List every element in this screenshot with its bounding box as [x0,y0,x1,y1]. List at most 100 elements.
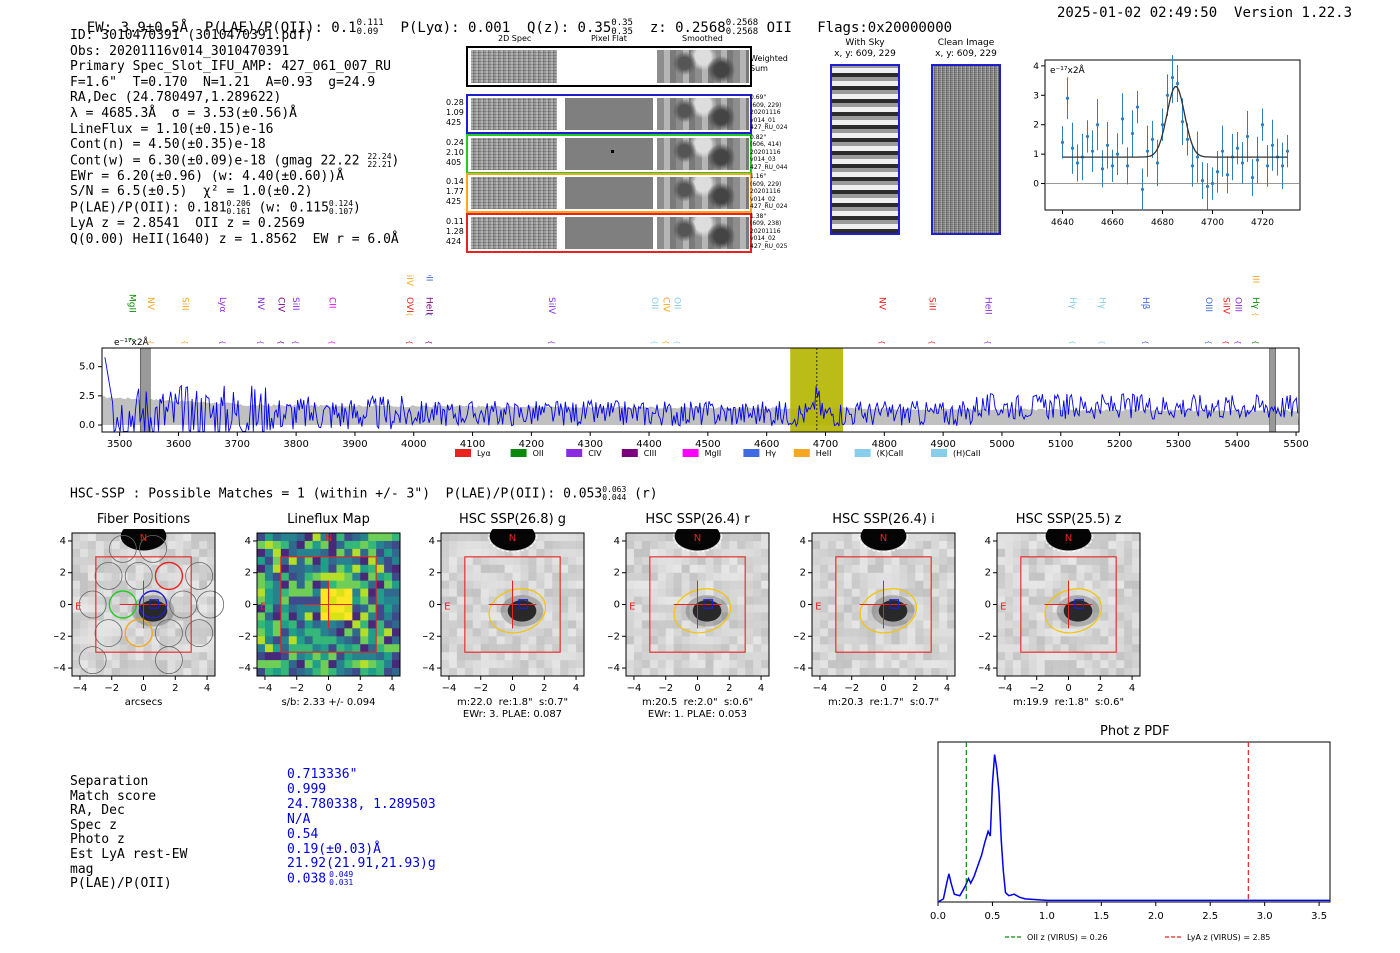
hsc-pixel [883,580,892,589]
hsc-pixel [456,652,466,661]
hsc-pixel [167,596,176,605]
hsc-pixel [496,636,505,645]
hsc-pixel [761,572,770,581]
hsc-ytick-label: 4 [614,536,620,547]
hsc-pixel [320,548,329,558]
hsc-pixel [207,636,216,645]
hsc-pixel [997,604,1006,613]
hsc-pixel [899,596,908,605]
hsc-pixel [304,644,313,653]
hsc-pixel [512,660,521,669]
hsc-pixel [843,533,853,542]
hsc-pixel [568,628,577,637]
hsc-pixel [191,620,200,629]
fiber-note: 0.82" [750,133,767,141]
hsc-pixel [183,580,192,589]
spectrum-line-bracket: { [878,340,886,344]
hsc-pixel [87,572,97,581]
spectrum-legend-swatch [793,449,810,457]
hsc-pixel [336,580,345,589]
hsc-pixel [729,604,738,613]
hsc-pixel [1068,596,1077,605]
hsc-pixel [264,644,274,653]
hsc-pixel [72,636,81,645]
fiber-note: 427_RU_024 [750,124,788,132]
hsc-pixel [907,572,916,581]
hsc-pixel [761,660,770,669]
hsc-pixel [1044,572,1053,581]
hsc-pixel [352,660,361,669]
hsc-pixel [1060,644,1069,653]
hsc-pixel [336,596,345,605]
hsc-pixel [560,628,569,637]
hsc-pixel [312,612,321,621]
spectrum-line-bracket: { [328,340,336,344]
hsc-pixel [576,564,585,574]
hsc-pixel [87,540,97,550]
hsc-pixel [1084,628,1093,637]
hsc-pixel [812,604,821,613]
hsc-xtick-label: 2 [726,683,732,694]
hsc-pixel [504,556,513,566]
hsc-pixel [207,620,216,629]
hsc-pixel [472,596,482,605]
hsc-xtick-label: −2 [658,683,673,694]
hsc-pixel [264,620,274,629]
hsc-pixel [737,652,746,661]
hsc-pixel [997,572,1006,581]
hsc-pixel [191,540,200,550]
hsc-pixel [1116,540,1125,550]
hsc-pixel [819,588,829,597]
hsc-pixel [899,620,908,629]
hsc-pixel [552,668,561,677]
hsc-pixel [352,628,361,637]
hsc-pixel [504,572,513,581]
hsc-pixel [520,548,529,558]
hsc-pixel [721,620,730,629]
spectrum-line-label: Hγ [1097,297,1107,310]
hsc-pixel [697,644,706,653]
hsc-pixel [1052,612,1061,621]
spectrum-line-label: OIII [1203,297,1213,312]
spectrum-xtick-label: 3700 [225,439,250,450]
hsc-pixel [135,660,144,669]
hsc-pixel [1044,588,1053,597]
hsc-pixel [1012,660,1022,669]
hsc-pixel [891,620,900,629]
hsc-pixel [368,660,377,669]
hsc-pixel [1052,548,1061,558]
hsc-pixel [496,596,505,605]
hsc-pixel [812,548,821,558]
zoom-data-point [1165,93,1170,97]
hsc-pixel [320,636,329,645]
hsc-pixel [257,612,266,621]
hsc-pixel [827,636,837,645]
hsc-pixel [135,628,144,637]
zoom-data-point [1215,170,1220,174]
zoom-data-point [1115,152,1120,156]
zoom-data-point [1105,143,1110,147]
hsc-pixel [1116,620,1125,629]
hsc-pixel [111,548,120,558]
hsc-pixel [1116,572,1125,581]
hsc-pixel [560,652,569,661]
hsc-pixel [997,668,1006,677]
hsc-pixel [1100,636,1109,645]
spectrum-line-label: NV [255,297,265,311]
hsc-pixel [1028,540,1038,550]
hsc-pixel [753,644,762,653]
hsc-pixel [576,540,585,550]
zoom-xtick-label: 4720 [1251,218,1274,228]
hsc-pixel [729,612,738,621]
hsc-pixel [867,612,876,621]
hsc-pixel [753,660,762,669]
hsc-pixel [472,540,482,550]
fiber-circle [78,590,107,619]
spectrum-xtick-label: 4000 [401,439,426,450]
hsc-pixel [819,548,829,558]
spectrum-line-bracket: { [405,312,413,316]
info-sn: S/N = 6.5(±0.5) χ² = 1.0(±0.2) [70,184,313,200]
hsc-pixel [1092,628,1101,637]
hsc-pixel [1092,652,1101,661]
photz-xtick-label: 0.0 [930,911,946,922]
